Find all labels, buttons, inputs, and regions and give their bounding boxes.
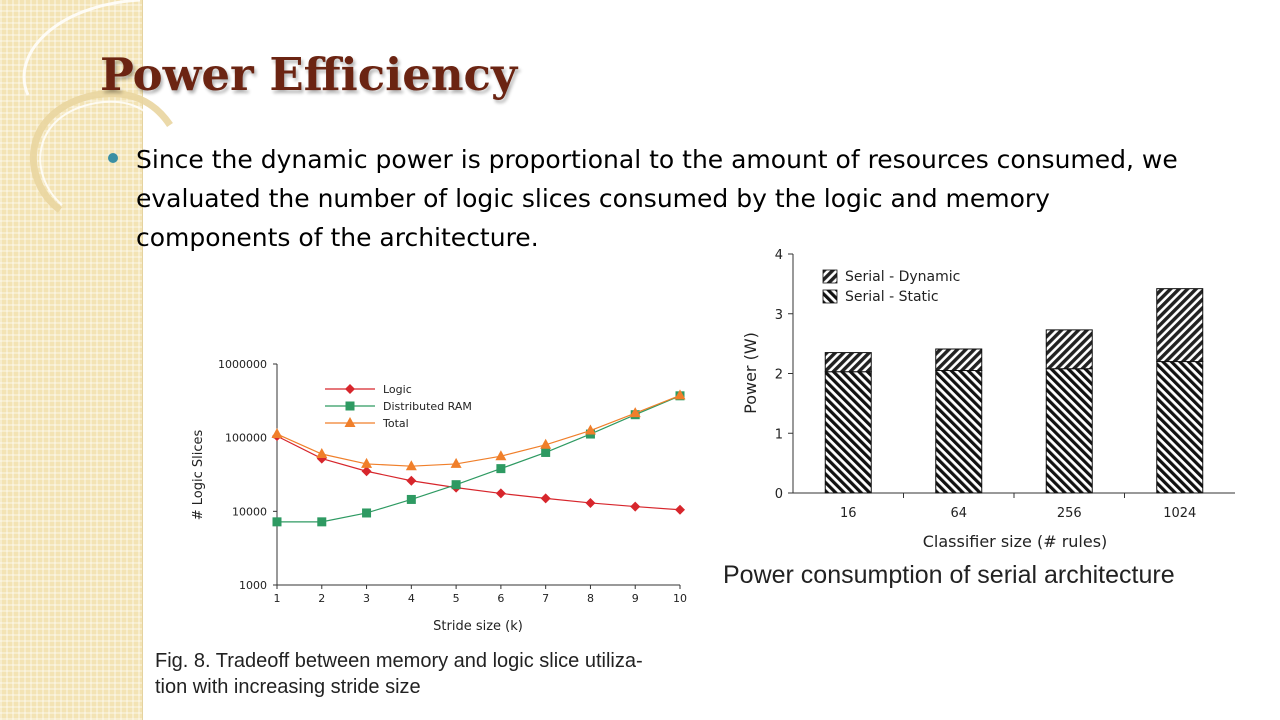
line-chart-x-tick-label: 10 [673,592,687,605]
bullet-dot [108,153,118,163]
line-chart-y-tick-label: 10000 [232,505,267,518]
line-chart-y-tick-label: 1000000 [218,358,267,371]
legend-swatch-serial-dynamic [822,269,838,284]
line-chart-x-axis-label: Stride size (k) [433,619,523,634]
decorative-side-panel [0,0,143,720]
power-stacked-bar-chart: 0 1 2 3 4 16 64 256 1024 Serial - Dynamic Serial … [741,248,1235,551]
bar-dynamic-1024 [1156,288,1204,363]
legend-marker-distributed-ram [345,401,355,411]
bar-chart-category-label: 1024 [1163,506,1196,521]
data-point-distributed-ram [406,494,416,504]
data-point-distributed-ram [541,447,551,457]
bar-chart-y-tick-label: 3 [775,308,783,323]
data-point-total [674,389,686,400]
legend-label-total: Total [382,417,409,430]
data-point-distributed-ram [451,480,461,490]
legend-label-serial-static: Serial - Static [845,289,939,305]
line-chart-x-tick-label: 8 [587,592,594,605]
legend-label-distributed-ram: Distributed RAM [383,400,472,413]
decorative-curves [22,0,173,213]
bar-chart-y-tick-label: 4 [775,248,783,263]
line-chart-y-tick-label: 100000 [225,432,267,445]
bar-static-64 [935,370,983,494]
data-point-logic [630,501,641,512]
bar-chart-caption: Power consumption of serial architecture [723,561,1175,589]
bar-chart-y-tick-label: 0 [775,487,783,502]
figure-caption-line-1: Fig. 8. Tradeoff between memory and logi… [155,650,643,672]
bar-static-16 [824,371,872,494]
logic-slices-line-chart: 1000 10000 100000 1000000 1 2 3 4 5 6 7 8 9 10 Logic D… [191,358,687,634]
data-point-distributed-ram [496,464,506,474]
line-chart-x-tick-label: 5 [453,592,460,605]
data-point-total [316,448,328,459]
line-chart-x-tick-label: 3 [363,592,370,605]
legend-swatch-serial-static [822,289,838,304]
data-point-distributed-ram [362,508,372,518]
data-point-total [361,457,373,468]
data-point-logic [675,504,685,515]
line-chart-x-tick-label: 1 [274,592,281,605]
data-point-logic [585,497,596,508]
bullet-text: Since the dynamic power is proportional … [136,145,1178,252]
legend-marker-total [344,417,356,427]
data-point-logic [406,475,417,486]
line-chart-x-tick-label: 7 [542,592,549,605]
line-chart-x-tick-label: 4 [408,592,415,605]
bar-chart-category-label: 16 [840,506,857,521]
legend-marker-logic [345,384,355,394]
line-chart-x-tick-label: 9 [632,592,639,605]
bar-dynamic-16 [824,352,872,373]
line-chart-y-axis-label: # Logic Slices [191,430,206,521]
bar-static-1024 [1156,361,1204,494]
line-chart-y-tick-label: 1000 [239,579,267,592]
data-point-total [629,407,641,418]
bar-chart-y-tick-label: 1 [775,427,783,442]
bar-chart-y-tick-label: 2 [775,368,783,383]
bar-chart-y-axis-label: Power (W) [741,332,760,414]
data-point-total [271,428,283,439]
line-chart-x-tick-label: 2 [318,592,325,605]
data-point-total [405,460,417,471]
bar-chart-category-label: 256 [1057,506,1082,521]
data-point-logic [495,488,506,499]
bar-static-256 [1045,368,1093,494]
data-point-total [450,457,462,468]
slide-title: Power Efficiency [100,48,518,101]
data-point-total [540,438,552,449]
series-line-logic [276,435,681,511]
series-line-total [276,394,681,467]
legend-label-serial-dynamic: Serial - Dynamic [845,269,960,285]
data-point-total [495,450,507,461]
data-point-logic [540,493,551,504]
data-point-distributed-ram [272,517,282,527]
legend-label-logic: Logic [383,383,412,396]
series-line-distributed-ram [277,395,681,523]
line-chart-x-tick-label: 6 [497,592,504,605]
data-point-distributed-ram [317,517,327,527]
data-point-total [584,424,596,435]
bar-chart-category-label: 64 [950,506,967,521]
bar-dynamic-64 [935,348,983,372]
data-point-logic [361,466,372,477]
bar-chart-x-axis-label: Classifier size (# rules) [923,532,1108,551]
figure-caption-line-2: tion with increasing stride size [155,676,421,698]
bar-dynamic-256 [1045,329,1093,370]
